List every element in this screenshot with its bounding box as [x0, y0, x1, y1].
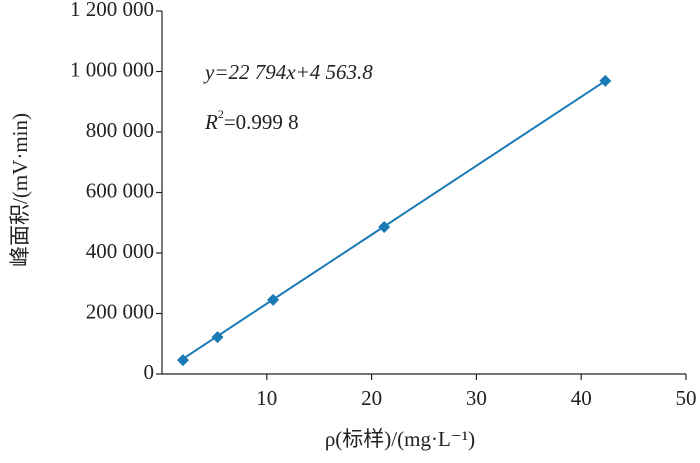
fit-line	[182, 80, 606, 360]
y-tick-label: 200 000	[86, 299, 154, 323]
x-tick-label: 20	[361, 386, 382, 410]
y-tick-label: 800 000	[86, 118, 154, 142]
r-squared: R2=0.999 8	[204, 107, 299, 134]
y-tick-label: 400 000	[86, 239, 154, 263]
y-axis-title: 峰面积/(mV·min)	[8, 113, 32, 267]
data-point	[378, 220, 391, 233]
fit-equation: y=22 794x+4 563.8	[203, 60, 373, 84]
y-tick-label: 600 000	[86, 178, 154, 202]
data-point	[211, 331, 224, 344]
r-value: =0.999 8	[224, 110, 299, 134]
y-tick-label: 1 200 000	[70, 0, 154, 21]
r-sup: 2	[218, 107, 224, 121]
data-point	[176, 354, 189, 367]
x-axis-title: ρ(标样)/(mg·L⁻¹)	[325, 427, 475, 451]
data-point	[267, 293, 280, 306]
x-tick-label: 10	[256, 386, 277, 410]
x-tick-label: 50	[676, 386, 697, 410]
y-tick-label: 1 000 000	[70, 57, 154, 81]
data-point	[599, 74, 612, 87]
y-tick-label: 0	[144, 360, 155, 384]
x-tick-label: 30	[466, 386, 487, 410]
r-symbol: R	[204, 110, 218, 134]
x-tick-label: 40	[571, 386, 592, 410]
